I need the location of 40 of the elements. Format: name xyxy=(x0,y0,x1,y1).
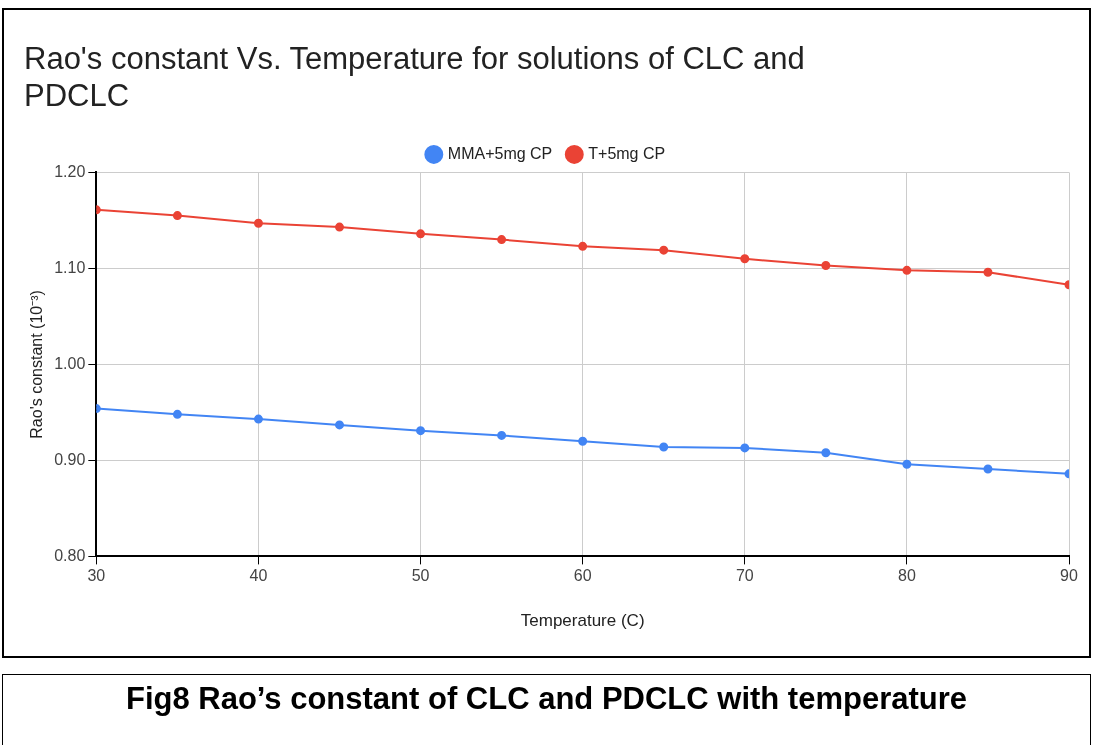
point xyxy=(821,261,831,271)
point xyxy=(659,245,669,255)
x-axis-title: Temperature (C) xyxy=(520,611,645,631)
point xyxy=(172,211,182,221)
legend-label: MMA+5mg CP xyxy=(447,144,553,162)
chart-title: Rao's constant Vs. Temperature for solutions of CLC and PDCLC xyxy=(24,41,805,114)
x-tick-label: 30 xyxy=(87,567,106,585)
x-tick-label: 90 xyxy=(1060,567,1078,585)
point xyxy=(253,218,263,228)
point xyxy=(497,430,507,440)
x-tick-label: 50 xyxy=(411,567,430,585)
point xyxy=(172,409,182,419)
x-tick-label: 70 xyxy=(735,567,754,585)
point xyxy=(578,241,588,251)
point xyxy=(335,420,345,430)
x-tick-label: 40 xyxy=(249,567,268,585)
point xyxy=(497,235,507,245)
y-tick-label: 0.80 xyxy=(54,546,86,564)
legend-label: T+5mg CP xyxy=(588,144,666,162)
point xyxy=(578,436,588,446)
point xyxy=(821,448,831,458)
point xyxy=(740,443,750,453)
point xyxy=(740,254,750,264)
y-tick-label: 1.00 xyxy=(54,354,86,372)
point xyxy=(335,222,345,232)
point xyxy=(416,426,426,436)
y-tick-label: 0.90 xyxy=(54,450,86,468)
x-tick-label: 60 xyxy=(573,567,592,585)
point xyxy=(902,459,912,469)
y-axis-title: Rao's constant (10⁻³) xyxy=(28,290,46,439)
x-tick-label: 80 xyxy=(897,567,916,585)
point xyxy=(416,229,426,239)
point xyxy=(253,414,263,424)
point xyxy=(659,442,669,452)
y-tick-label: 1.10 xyxy=(54,258,86,276)
point xyxy=(983,464,993,474)
y-tick-label: 1.20 xyxy=(54,162,86,180)
point xyxy=(902,265,912,275)
caption: Fig8 Rao’s constant of CLC and PDCLC with temperature xyxy=(2,674,1091,745)
point xyxy=(983,267,993,277)
